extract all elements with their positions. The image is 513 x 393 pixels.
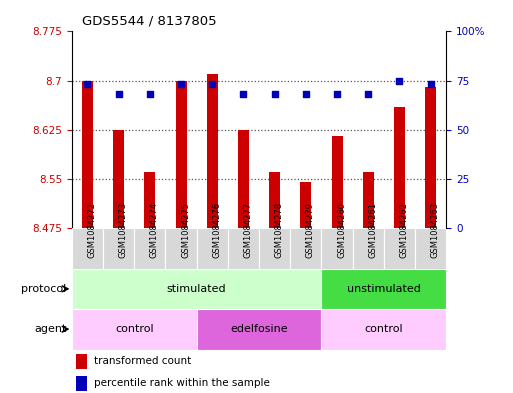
Point bbox=[177, 81, 185, 88]
Text: GDS5544 / 8137805: GDS5544 / 8137805 bbox=[82, 15, 216, 28]
Point bbox=[208, 81, 216, 88]
Text: edelfosine: edelfosine bbox=[230, 324, 288, 334]
Bar bbox=[269, 172, 280, 228]
Bar bbox=[75, 354, 87, 369]
Point bbox=[396, 77, 404, 84]
Bar bbox=[196, 228, 228, 271]
Bar bbox=[425, 87, 436, 228]
Bar bbox=[322, 269, 446, 309]
Text: agent: agent bbox=[34, 324, 67, 334]
Text: unstimulated: unstimulated bbox=[347, 284, 421, 294]
Bar bbox=[353, 228, 384, 271]
Bar bbox=[259, 228, 290, 271]
Text: stimulated: stimulated bbox=[167, 284, 226, 294]
Text: GSM1084276: GSM1084276 bbox=[212, 202, 221, 258]
Text: control: control bbox=[115, 324, 153, 334]
Bar bbox=[322, 228, 353, 271]
Bar bbox=[363, 172, 374, 228]
Point bbox=[333, 91, 341, 97]
Text: transformed count: transformed count bbox=[94, 356, 191, 366]
Bar bbox=[384, 228, 415, 271]
Bar bbox=[113, 130, 124, 228]
Text: GSM1084263: GSM1084263 bbox=[431, 202, 440, 258]
Bar bbox=[103, 228, 134, 271]
Bar bbox=[72, 228, 103, 271]
Text: GSM1084279: GSM1084279 bbox=[306, 202, 315, 258]
Point bbox=[302, 91, 310, 97]
Text: GSM1084277: GSM1084277 bbox=[244, 202, 252, 258]
Text: GSM1084260: GSM1084260 bbox=[337, 202, 346, 258]
Text: GSM1084278: GSM1084278 bbox=[274, 202, 284, 258]
Text: GSM1084273: GSM1084273 bbox=[119, 202, 128, 258]
Bar bbox=[134, 228, 165, 271]
Bar bbox=[196, 309, 322, 350]
Bar bbox=[331, 136, 343, 228]
Point bbox=[146, 91, 154, 97]
Point bbox=[270, 91, 279, 97]
Bar bbox=[165, 228, 196, 271]
Text: GSM1084262: GSM1084262 bbox=[400, 202, 408, 258]
Text: percentile rank within the sample: percentile rank within the sample bbox=[94, 378, 270, 388]
Text: GSM1084261: GSM1084261 bbox=[368, 202, 377, 258]
Bar bbox=[394, 107, 405, 228]
Point bbox=[83, 81, 91, 88]
Bar bbox=[301, 182, 311, 228]
Bar bbox=[144, 172, 155, 228]
Text: GSM1084272: GSM1084272 bbox=[87, 202, 96, 258]
Bar bbox=[175, 81, 187, 228]
Text: protocol: protocol bbox=[22, 284, 67, 294]
Bar bbox=[82, 81, 93, 228]
Point bbox=[240, 91, 248, 97]
Point bbox=[364, 91, 372, 97]
Bar bbox=[75, 376, 87, 391]
Bar bbox=[207, 74, 218, 228]
Bar bbox=[238, 130, 249, 228]
Point bbox=[427, 81, 435, 88]
Point bbox=[114, 91, 123, 97]
Bar bbox=[415, 228, 446, 271]
Bar bbox=[322, 309, 446, 350]
Bar bbox=[290, 228, 322, 271]
Text: control: control bbox=[365, 324, 403, 334]
Bar bbox=[72, 309, 196, 350]
Text: GSM1084275: GSM1084275 bbox=[181, 202, 190, 258]
Text: GSM1084274: GSM1084274 bbox=[150, 202, 159, 258]
Bar bbox=[228, 228, 259, 271]
Bar bbox=[72, 269, 322, 309]
